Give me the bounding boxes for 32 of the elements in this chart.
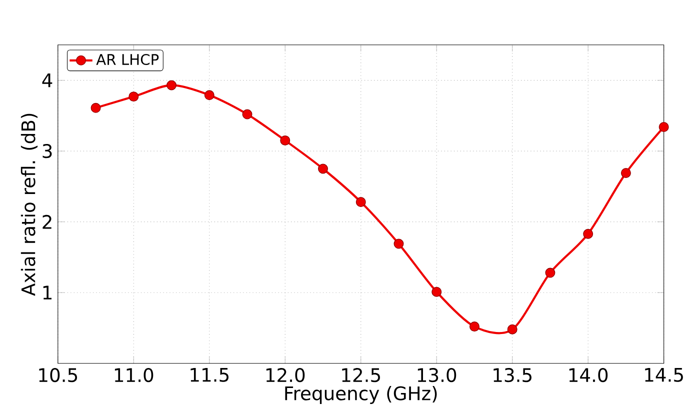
- point: [432, 286, 442, 297]
- point: [90, 102, 101, 113]
- point: [583, 228, 594, 239]
- y-axis-title: Axial ratio refl. (dB): [20, 114, 38, 296]
- point: [394, 238, 404, 249]
- x-axis-title: Frequency (GHz): [285, 386, 437, 404]
- x-tick-label: 11.5: [190, 368, 228, 382]
- point: [242, 109, 252, 120]
- x-tick-label: 13.5: [494, 368, 532, 382]
- point: [318, 164, 328, 174]
- x-tick-label: 11.0: [114, 368, 154, 382]
- x-tick-label: 10.5: [39, 368, 78, 382]
- point: [166, 80, 177, 90]
- point: [280, 135, 290, 146]
- x-tick-label: 14.0: [569, 368, 608, 382]
- point: [204, 90, 214, 100]
- point: [507, 324, 518, 334]
- point: [658, 122, 669, 132]
- y-tick-label: 3: [42, 144, 52, 158]
- point: [356, 196, 366, 207]
- point: [128, 91, 139, 102]
- y-tick-label: 2: [42, 214, 52, 229]
- y-tick-label: 4: [42, 73, 52, 87]
- point: [545, 268, 556, 278]
- x-tick-label: 12.0: [266, 368, 305, 382]
- x-tick-label: 12.5: [342, 368, 380, 382]
- point: [469, 321, 480, 332]
- legend-label: AR LHCP: [96, 54, 159, 65]
- x-tick-label: 13.0: [418, 368, 456, 382]
- y-tick-label: 1: [43, 286, 52, 300]
- x-tick-label: 14.5: [645, 368, 683, 382]
- point: [620, 168, 631, 178]
